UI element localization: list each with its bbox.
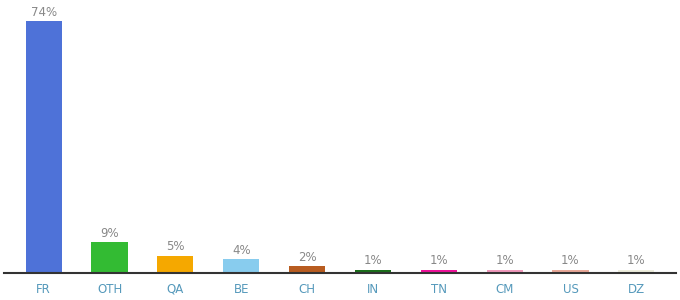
Bar	[289, 266, 325, 273]
Text: 5%: 5%	[166, 240, 185, 254]
Text: 1%: 1%	[430, 254, 448, 267]
Bar	[552, 270, 589, 273]
Bar	[421, 270, 457, 273]
Bar	[26, 21, 62, 273]
Bar	[157, 256, 194, 273]
Bar	[618, 270, 654, 273]
Bar	[355, 270, 391, 273]
Bar	[223, 260, 259, 273]
Text: 74%: 74%	[31, 6, 56, 19]
Text: 1%: 1%	[495, 254, 514, 267]
Text: 1%: 1%	[627, 254, 645, 267]
Bar	[91, 242, 128, 273]
Text: 9%: 9%	[100, 227, 119, 240]
Text: 4%: 4%	[232, 244, 250, 257]
Text: 1%: 1%	[561, 254, 580, 267]
Text: 2%: 2%	[298, 250, 316, 264]
Text: 1%: 1%	[364, 254, 382, 267]
Bar	[486, 270, 523, 273]
